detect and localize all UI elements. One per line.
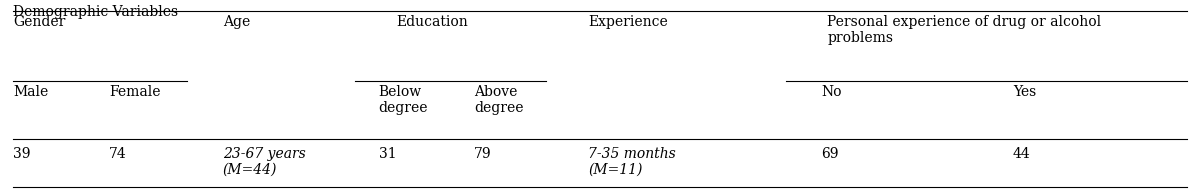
Text: Above
degree: Above degree bbox=[474, 85, 523, 115]
Text: Demographic Variables: Demographic Variables bbox=[13, 5, 179, 19]
Text: Yes: Yes bbox=[1013, 85, 1037, 99]
Text: 69: 69 bbox=[822, 147, 839, 161]
Text: Experience: Experience bbox=[588, 15, 667, 29]
Text: No: No bbox=[822, 85, 842, 99]
Text: 39: 39 bbox=[13, 147, 31, 161]
Text: 44: 44 bbox=[1013, 147, 1031, 161]
Text: 23-67 years
(M=44): 23-67 years (M=44) bbox=[223, 147, 306, 177]
Text: 31: 31 bbox=[378, 147, 396, 161]
Text: 7-35 months
(M=11): 7-35 months (M=11) bbox=[588, 147, 676, 177]
Text: 79: 79 bbox=[474, 147, 492, 161]
Text: Male: Male bbox=[13, 85, 49, 99]
Text: 74: 74 bbox=[109, 147, 127, 161]
Text: Education: Education bbox=[396, 15, 468, 29]
Text: Gender: Gender bbox=[13, 15, 66, 29]
Text: Female: Female bbox=[109, 85, 161, 99]
Text: Personal experience of drug or alcohol
problems: Personal experience of drug or alcohol p… bbox=[828, 15, 1102, 45]
Text: Below
degree: Below degree bbox=[378, 85, 428, 115]
Text: Age: Age bbox=[223, 15, 250, 29]
